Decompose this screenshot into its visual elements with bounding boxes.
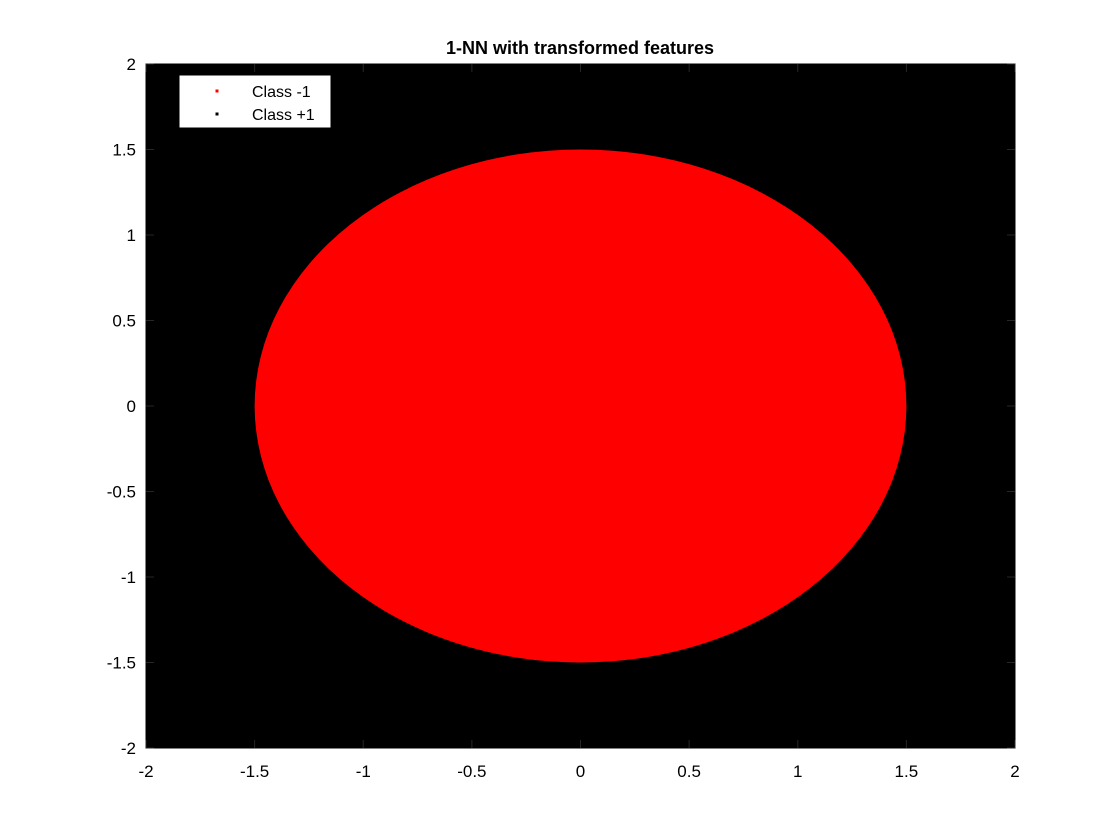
decision-regions bbox=[146, 64, 1015, 748]
legend-label-class-minus-1: Class -1 bbox=[252, 84, 311, 101]
y-tick-label: -1 bbox=[121, 568, 136, 587]
x-tick-label: 1.5 bbox=[895, 762, 919, 781]
legend: Class -1 Class +1 bbox=[178, 74, 332, 129]
legend-box bbox=[178, 74, 332, 129]
axes bbox=[145, 63, 1016, 749]
y-tick-labels: -2 -1.5 -1 -0.5 0 0.5 1 1.5 2 bbox=[107, 55, 136, 758]
y-tick-label: 2 bbox=[127, 55, 136, 74]
legend-marker-class-plus-1 bbox=[215, 112, 219, 116]
x-tick-label: 0 bbox=[576, 762, 585, 781]
y-tick-label: 0.5 bbox=[112, 312, 136, 331]
y-tick-label: 1 bbox=[127, 226, 136, 245]
y-tick-label: 0 bbox=[127, 397, 136, 416]
chart-title: 1-NN with transformed features bbox=[446, 38, 714, 58]
y-tick-label: -2 bbox=[121, 739, 136, 758]
x-tick-label: 0.5 bbox=[677, 762, 701, 781]
x-tick-label: -1 bbox=[356, 762, 371, 781]
region-class-minus-1 bbox=[254, 149, 907, 663]
y-tick-label: 1.5 bbox=[112, 141, 136, 160]
x-tick-labels: -2 -1.5 -1 -0.5 0 0.5 1 1.5 2 bbox=[138, 762, 1019, 781]
x-tick-label: -2 bbox=[138, 762, 153, 781]
y-tick-label: -1.5 bbox=[107, 654, 136, 673]
y-tick-label: -0.5 bbox=[107, 483, 136, 502]
x-tick-label: -1.5 bbox=[240, 762, 269, 781]
x-tick-label: -0.5 bbox=[457, 762, 486, 781]
legend-entry-class-minus-1: Class -1 bbox=[215, 84, 311, 101]
legend-label-class-plus-1: Class +1 bbox=[252, 107, 315, 124]
legend-entry-class-plus-1: Class +1 bbox=[215, 107, 315, 124]
x-tick-label: 1 bbox=[793, 762, 802, 781]
legend-marker-class-minus-1 bbox=[215, 89, 219, 93]
x-tick-label: 2 bbox=[1010, 762, 1019, 781]
